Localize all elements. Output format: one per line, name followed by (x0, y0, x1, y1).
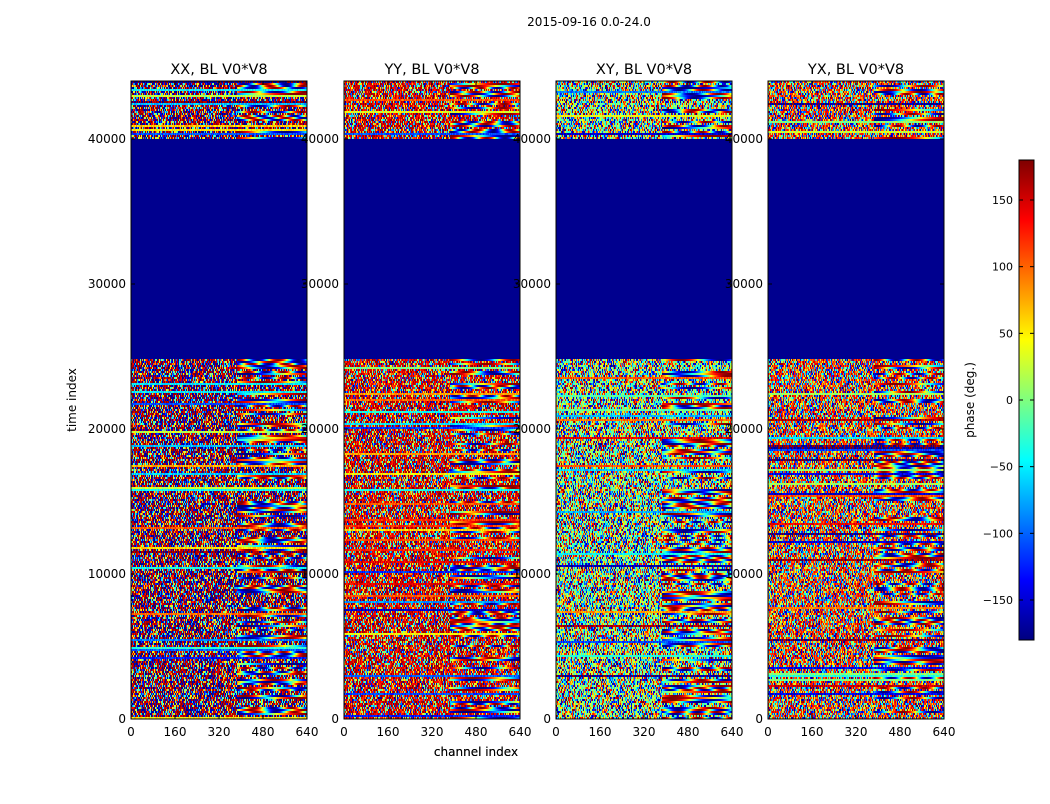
heatmap-panel-4: YX, BL V0*V8 0 160 320 480 640 0 10000 20000 3000… (725, 62, 956, 739)
y-tick-label: 20000 (725, 422, 763, 436)
x-tick-label: 640 (296, 725, 319, 739)
colorbar-tick-label: −150 (983, 594, 1013, 607)
y-tick-label: 10000 (725, 567, 763, 581)
y-tick-label: 0 (755, 712, 763, 726)
heatmap-image (131, 81, 307, 719)
x-axis-label: channel index (434, 745, 518, 759)
heatmap-panel-2: YY, BL V0*V8 0 160 320 480 640 0 10000 20000 3000… (301, 62, 532, 759)
x-tick-label: 0 (552, 725, 560, 739)
x-tick-label: 640 (933, 725, 956, 739)
y-tick-label: 30000 (513, 277, 551, 291)
x-tick-label: 320 (421, 725, 444, 739)
y-tick-label: 30000 (88, 277, 126, 291)
x-tick-label: 320 (845, 725, 868, 739)
y-tick-label: 40000 (725, 132, 763, 146)
colorbar-tick-label: 150 (992, 194, 1013, 207)
y-tick-label: 20000 (88, 422, 126, 436)
colorbar-tick-label: 50 (999, 327, 1013, 340)
x-tick-label: 480 (677, 725, 700, 739)
x-tick-label: 640 (509, 725, 532, 739)
y-tick-label: 20000 (513, 422, 551, 436)
colorbar-tick-label: −50 (990, 461, 1013, 474)
panel-title: XX, BL V0*V8 (170, 62, 267, 78)
x-tick-label: 320 (208, 725, 231, 739)
y-tick-label: 0 (331, 712, 339, 726)
y-tick-label: 30000 (301, 277, 339, 291)
x-tick-label: 480 (252, 725, 275, 739)
x-axis-label: channel index (434, 745, 518, 759)
y-axis-label: time index (65, 368, 79, 432)
heatmap-panel-3: XY, BL V0*V8 0 160 320 480 640 0 10000 20000 3000… (513, 62, 744, 739)
x-tick-label: 640 (721, 725, 744, 739)
y-tick-label: 0 (543, 712, 551, 726)
colorbar-tick-label: 0 (1006, 394, 1013, 407)
colorbar-tick-label: 100 (992, 261, 1013, 274)
x-tick-label: 160 (589, 725, 612, 739)
x-tick-label: 480 (889, 725, 912, 739)
x-tick-label: 480 (465, 725, 488, 739)
heatmap-panel-1: XX, BL V0*V8 0 160 320 480 640 0 10000 20000 3000… (65, 62, 518, 759)
x-tick-label: 0 (764, 725, 772, 739)
heatmap-image (768, 81, 944, 719)
x-tick-label: 160 (164, 725, 187, 739)
colorbar-label: phase (deg.) (963, 362, 977, 438)
y-tick-label: 10000 (513, 567, 551, 581)
x-tick-label: 160 (801, 725, 824, 739)
y-tick-label: 40000 (301, 132, 339, 146)
heatmap-panels: XX, BL V0*V8 0 160 320 480 640 0 10000 20000 3000… (65, 62, 955, 759)
x-tick-label: 0 (340, 725, 348, 739)
colorbar-tick-label: −100 (983, 527, 1013, 540)
x-tick-label: 0 (127, 725, 135, 739)
x-tick-label: 320 (633, 725, 656, 739)
heatmap-image (344, 81, 520, 719)
x-tick-label: 160 (377, 725, 400, 739)
y-tick-label: 10000 (301, 567, 339, 581)
panel-title: YY, BL V0*V8 (383, 62, 479, 78)
y-tick-label: 40000 (88, 132, 126, 146)
panel-title: XY, BL V0*V8 (596, 62, 692, 78)
heatmap-image (556, 81, 732, 719)
y-tick-label: 0 (118, 712, 126, 726)
y-tick-label: 20000 (301, 422, 339, 436)
y-tick-label: 10000 (88, 567, 126, 581)
panel-title: YX, BL V0*V8 (807, 62, 904, 78)
y-tick-label: 30000 (725, 277, 763, 291)
colorbar: 150 100 50 0 −50 −100 −150 phase (deg.) (963, 159, 1035, 641)
figure-title: 2015-09-16 0.0-24.0 (527, 15, 651, 29)
y-tick-label: 40000 (513, 132, 551, 146)
